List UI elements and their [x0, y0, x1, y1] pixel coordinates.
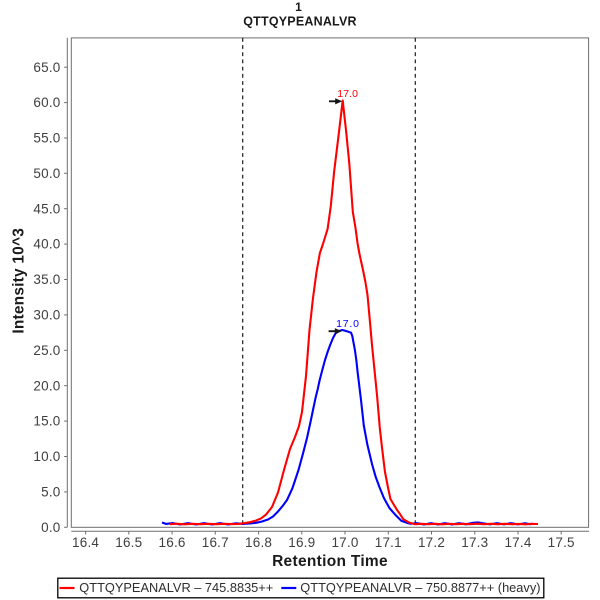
svg-text:17.0: 17.0 [331, 535, 358, 550]
svg-text:QTTQYPEANALVR – 745.8835++: QTTQYPEANALVR – 745.8835++ [79, 580, 273, 595]
svg-text:Intensity 10^3: Intensity 10^3 [11, 228, 28, 334]
svg-text:1: 1 [295, 0, 302, 14]
svg-text:5.0: 5.0 [41, 485, 60, 500]
svg-text:Retention Time: Retention Time [272, 553, 388, 570]
svg-text:16.8: 16.8 [245, 535, 272, 550]
svg-text:16.5: 16.5 [115, 535, 142, 550]
svg-text:0.0: 0.0 [41, 520, 60, 535]
svg-text:16.7: 16.7 [202, 535, 229, 550]
svg-text:60.0: 60.0 [33, 95, 60, 110]
svg-text:50.0: 50.0 [33, 166, 60, 181]
svg-text:17.5: 17.5 [548, 535, 575, 550]
svg-text:30.0: 30.0 [33, 308, 60, 323]
svg-text:45.0: 45.0 [33, 201, 60, 216]
svg-text:35.0: 35.0 [33, 272, 60, 287]
svg-text:17.4: 17.4 [504, 535, 531, 550]
svg-text:17.2: 17.2 [418, 535, 445, 550]
svg-text:16.4: 16.4 [72, 535, 99, 550]
svg-text:65.0: 65.0 [33, 60, 60, 75]
svg-text:25.0: 25.0 [33, 343, 60, 358]
svg-text:17.0: 17.0 [336, 318, 360, 330]
svg-text:QTTQYPEANALVR: QTTQYPEANALVR [243, 15, 356, 29]
svg-text:17.3: 17.3 [461, 535, 488, 550]
svg-text:20.0: 20.0 [33, 378, 60, 393]
svg-text:17.0: 17.0 [337, 88, 358, 100]
svg-text:15.0: 15.0 [33, 414, 60, 429]
svg-text:10.0: 10.0 [33, 449, 60, 464]
svg-text:16.9: 16.9 [288, 535, 315, 550]
svg-text:55.0: 55.0 [33, 131, 60, 146]
svg-text:16.6: 16.6 [159, 535, 186, 550]
svg-text:QTTQYPEANALVR – 750.8877++ (he: QTTQYPEANALVR – 750.8877++ (heavy) [300, 580, 540, 595]
svg-text:17.1: 17.1 [375, 535, 402, 550]
svg-text:40.0: 40.0 [33, 237, 60, 252]
